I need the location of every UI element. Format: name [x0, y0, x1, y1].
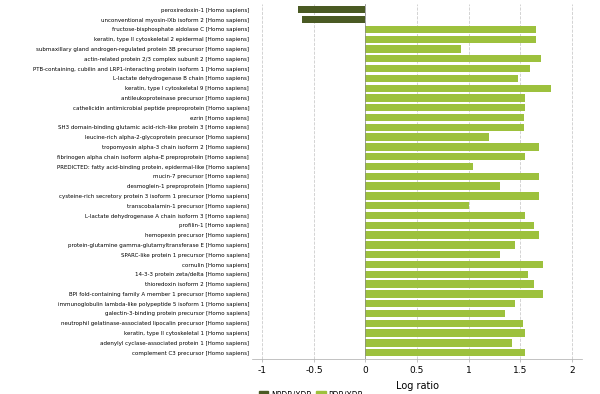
Bar — [365, 222, 533, 229]
Bar — [365, 104, 525, 112]
Bar — [365, 339, 512, 347]
Bar — [365, 153, 525, 160]
Bar — [365, 320, 523, 327]
Bar — [365, 349, 525, 356]
Bar — [365, 114, 524, 121]
Bar — [365, 134, 489, 141]
Bar — [365, 35, 536, 43]
Bar — [365, 26, 536, 33]
Bar — [365, 143, 539, 151]
Bar — [365, 281, 533, 288]
Bar — [365, 241, 515, 249]
Bar — [365, 251, 499, 258]
Bar — [365, 231, 539, 239]
Bar — [365, 45, 461, 53]
Bar — [365, 192, 539, 200]
Bar — [365, 202, 469, 209]
Bar — [302, 16, 365, 23]
X-axis label: Log ratio: Log ratio — [395, 381, 439, 391]
Bar — [298, 6, 365, 13]
Bar — [365, 163, 473, 170]
Bar — [365, 261, 543, 268]
Bar — [365, 300, 515, 307]
Bar — [365, 84, 551, 92]
Legend: NPDR/XDR, PDR/XDR: NPDR/XDR, PDR/XDR — [256, 387, 367, 394]
Bar — [365, 173, 539, 180]
Bar — [365, 329, 525, 337]
Bar — [365, 271, 529, 278]
Bar — [365, 94, 525, 102]
Bar — [365, 290, 543, 297]
Bar — [365, 310, 505, 317]
Bar — [365, 65, 530, 72]
Bar — [365, 55, 541, 63]
Bar — [365, 124, 524, 131]
Bar — [365, 182, 499, 190]
Bar — [365, 75, 518, 82]
Bar — [365, 212, 525, 219]
